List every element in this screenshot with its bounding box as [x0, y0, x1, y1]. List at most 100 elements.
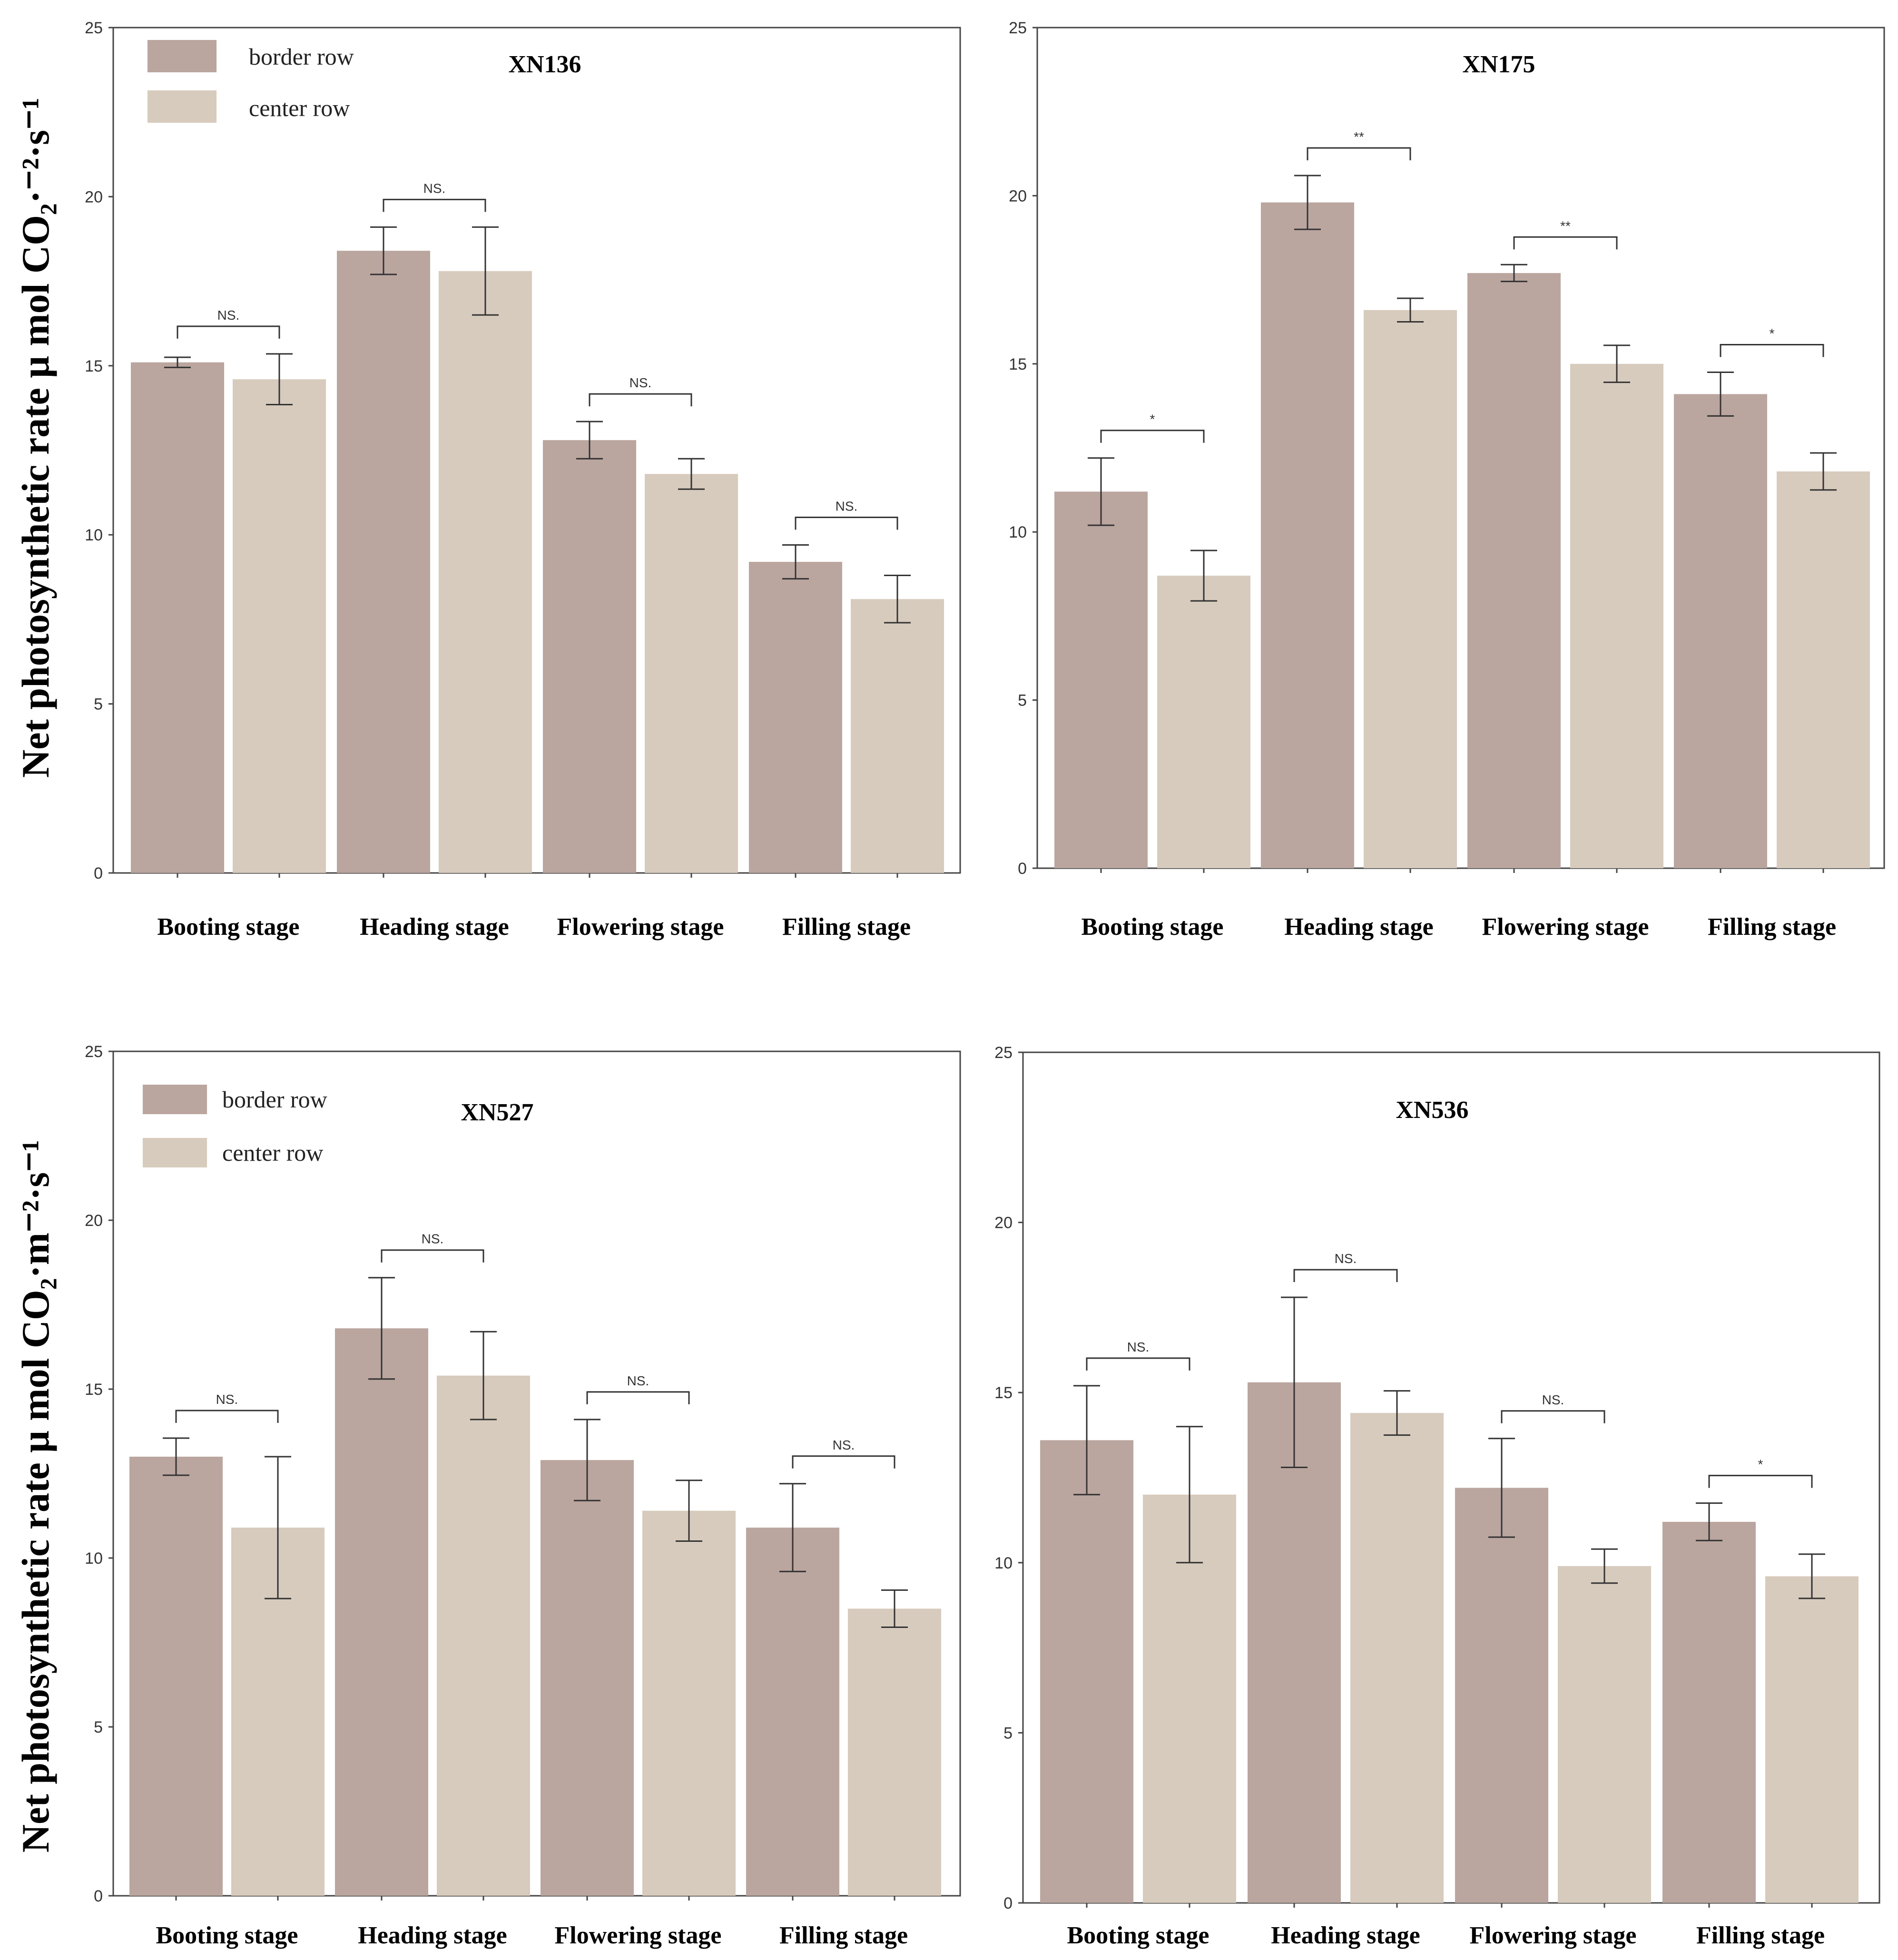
significance-label: *	[1770, 326, 1775, 341]
y-tick-label: 15	[1009, 355, 1027, 373]
significance-label: NS.	[1335, 1251, 1357, 1266]
y-tick-label: 20	[1009, 187, 1027, 205]
plot-frame	[1036, 27, 1885, 869]
y-tick-label: 5	[1018, 692, 1027, 710]
bar-center-row	[437, 1375, 530, 1896]
bar-center-row	[439, 271, 532, 873]
legend-label-center-row: center row	[222, 1139, 323, 1166]
significance-bracket	[177, 325, 280, 339]
x-category-label: Flowering stage	[555, 1922, 722, 1949]
panel-xn536: XN536 0 5 10 15 20 25 NS. Booting stage NS. Headi…	[994, 1044, 1880, 1949]
significance-bracket	[1307, 147, 1411, 160]
bar-border-row	[1040, 1440, 1133, 1903]
bar-border-row	[1248, 1382, 1341, 1903]
significance-label: NS.	[422, 1232, 444, 1246]
chart-title: XN527	[461, 1099, 533, 1126]
bar-center-row	[233, 379, 326, 873]
legend-swatch-border-row	[148, 40, 216, 72]
significance-label: NS.	[217, 308, 240, 323]
y-tick-label: 10	[85, 1549, 103, 1568]
significance-label: NS.	[1127, 1340, 1150, 1354]
bar-border-row	[1467, 273, 1561, 868]
x-category-label: Booting stage	[156, 1922, 298, 1949]
legend-label-border-row: border row	[222, 1086, 327, 1113]
significance-label: NS.	[627, 1373, 649, 1388]
y-tick-label: 15	[994, 1384, 1013, 1402]
chart-title: XN136	[508, 51, 581, 78]
bar-center-row	[848, 1608, 941, 1896]
legend-label-center-row: center row	[249, 95, 350, 121]
plot-frame	[1022, 1051, 1880, 1904]
bar-center-row	[645, 474, 738, 873]
significance-label: *	[1150, 412, 1155, 427]
plot-frame	[112, 1050, 961, 1897]
legend: border row center row	[148, 40, 354, 123]
y-tick-label: 25	[994, 1044, 1013, 1062]
x-category-label: Heading stage	[1271, 1922, 1420, 1949]
y-tick-label: 20	[85, 188, 103, 206]
panel-xn175: XN175 0 5 10 15 20 25 * Booting stage ** Heading …	[1009, 19, 1885, 941]
bar-border-row	[131, 362, 224, 873]
x-category-label: Booting stage	[1082, 913, 1224, 941]
bar-border-row	[543, 440, 636, 873]
legend: border row center row	[143, 1085, 327, 1167]
bar-center-row	[851, 599, 944, 873]
bar-border-row	[1261, 202, 1354, 868]
legend-swatch-border-row	[143, 1085, 207, 1114]
significance-bracket	[1086, 1357, 1190, 1371]
x-category-label: Booting stage	[1067, 1922, 1210, 1949]
y-tick-label: 5	[94, 696, 103, 714]
bar-border-row	[541, 1460, 634, 1896]
y-tick-label: 0	[94, 864, 103, 882]
plot-frame	[112, 27, 961, 874]
x-category-label: Heading stage	[1284, 913, 1433, 941]
bar-center-row	[1558, 1566, 1651, 1903]
x-category-label: Flowering stage	[1470, 1922, 1637, 1949]
x-category-label: Flowering stage	[1482, 913, 1649, 941]
significance-bracket	[1100, 430, 1205, 443]
significance-label: NS.	[216, 1392, 238, 1407]
bar-border-row	[749, 562, 842, 873]
y-tick-label: 5	[1003, 1724, 1013, 1742]
bar-center-row	[642, 1510, 736, 1896]
y-axis-label: Net photosynthetic rate μ mol CO₂·m⁻²·s⁻…	[14, 1140, 57, 1852]
bar-center-row	[1570, 363, 1663, 868]
legend-swatch-center-row	[143, 1138, 207, 1167]
x-category-label: Heading stage	[358, 1922, 507, 1949]
significance-bracket	[1293, 1269, 1398, 1282]
y-tick-label: 0	[94, 1887, 103, 1905]
significance-bracket	[1708, 1475, 1813, 1488]
significance-label: NS.	[1542, 1392, 1564, 1407]
legend-swatch-center-row	[148, 90, 216, 123]
x-category-label: Filling stage	[782, 913, 911, 941]
x-category-label: Booting stage	[157, 913, 300, 941]
bar-border-row	[1674, 394, 1767, 868]
bar-border-row	[1455, 1488, 1548, 1903]
significance-label: NS.	[423, 181, 446, 196]
significance-label: **	[1560, 218, 1571, 233]
panel-xn527: Net photosynthetic rate μ mol CO₂·m⁻²·s⁻…	[14, 1043, 961, 1949]
bar-center-row	[1157, 576, 1250, 868]
y-axis-label: Net photosynthetic rate μ mol CO₂·⁻²·s⁻¹	[14, 98, 57, 778]
significance-bracket	[1501, 1410, 1605, 1423]
y-tick-label: 20	[994, 1214, 1013, 1232]
significance-bracket	[383, 198, 486, 212]
significance-label: NS.	[833, 1438, 855, 1452]
chart-title: XN175	[1462, 51, 1535, 78]
significance-bracket	[795, 517, 898, 530]
bar-border-row	[337, 251, 430, 873]
y-tick-label: 5	[94, 1718, 103, 1736]
significance-label: NS.	[629, 375, 652, 390]
x-category-label: Filling stage	[779, 1922, 908, 1949]
x-category-label: Filling stage	[1708, 913, 1836, 941]
y-tick-label: 10	[85, 526, 103, 544]
significance-bracket	[1720, 343, 1824, 357]
x-category-label: Flowering stage	[557, 913, 724, 941]
significance-label: NS.	[836, 499, 858, 514]
y-tick-label: 0	[1003, 1894, 1013, 1912]
significance-label: **	[1354, 129, 1364, 144]
legend-label-border-row: border row	[249, 43, 354, 70]
significance-bracket	[1513, 236, 1618, 250]
bar-center-row	[1350, 1413, 1444, 1903]
y-tick-label: 20	[85, 1212, 103, 1230]
